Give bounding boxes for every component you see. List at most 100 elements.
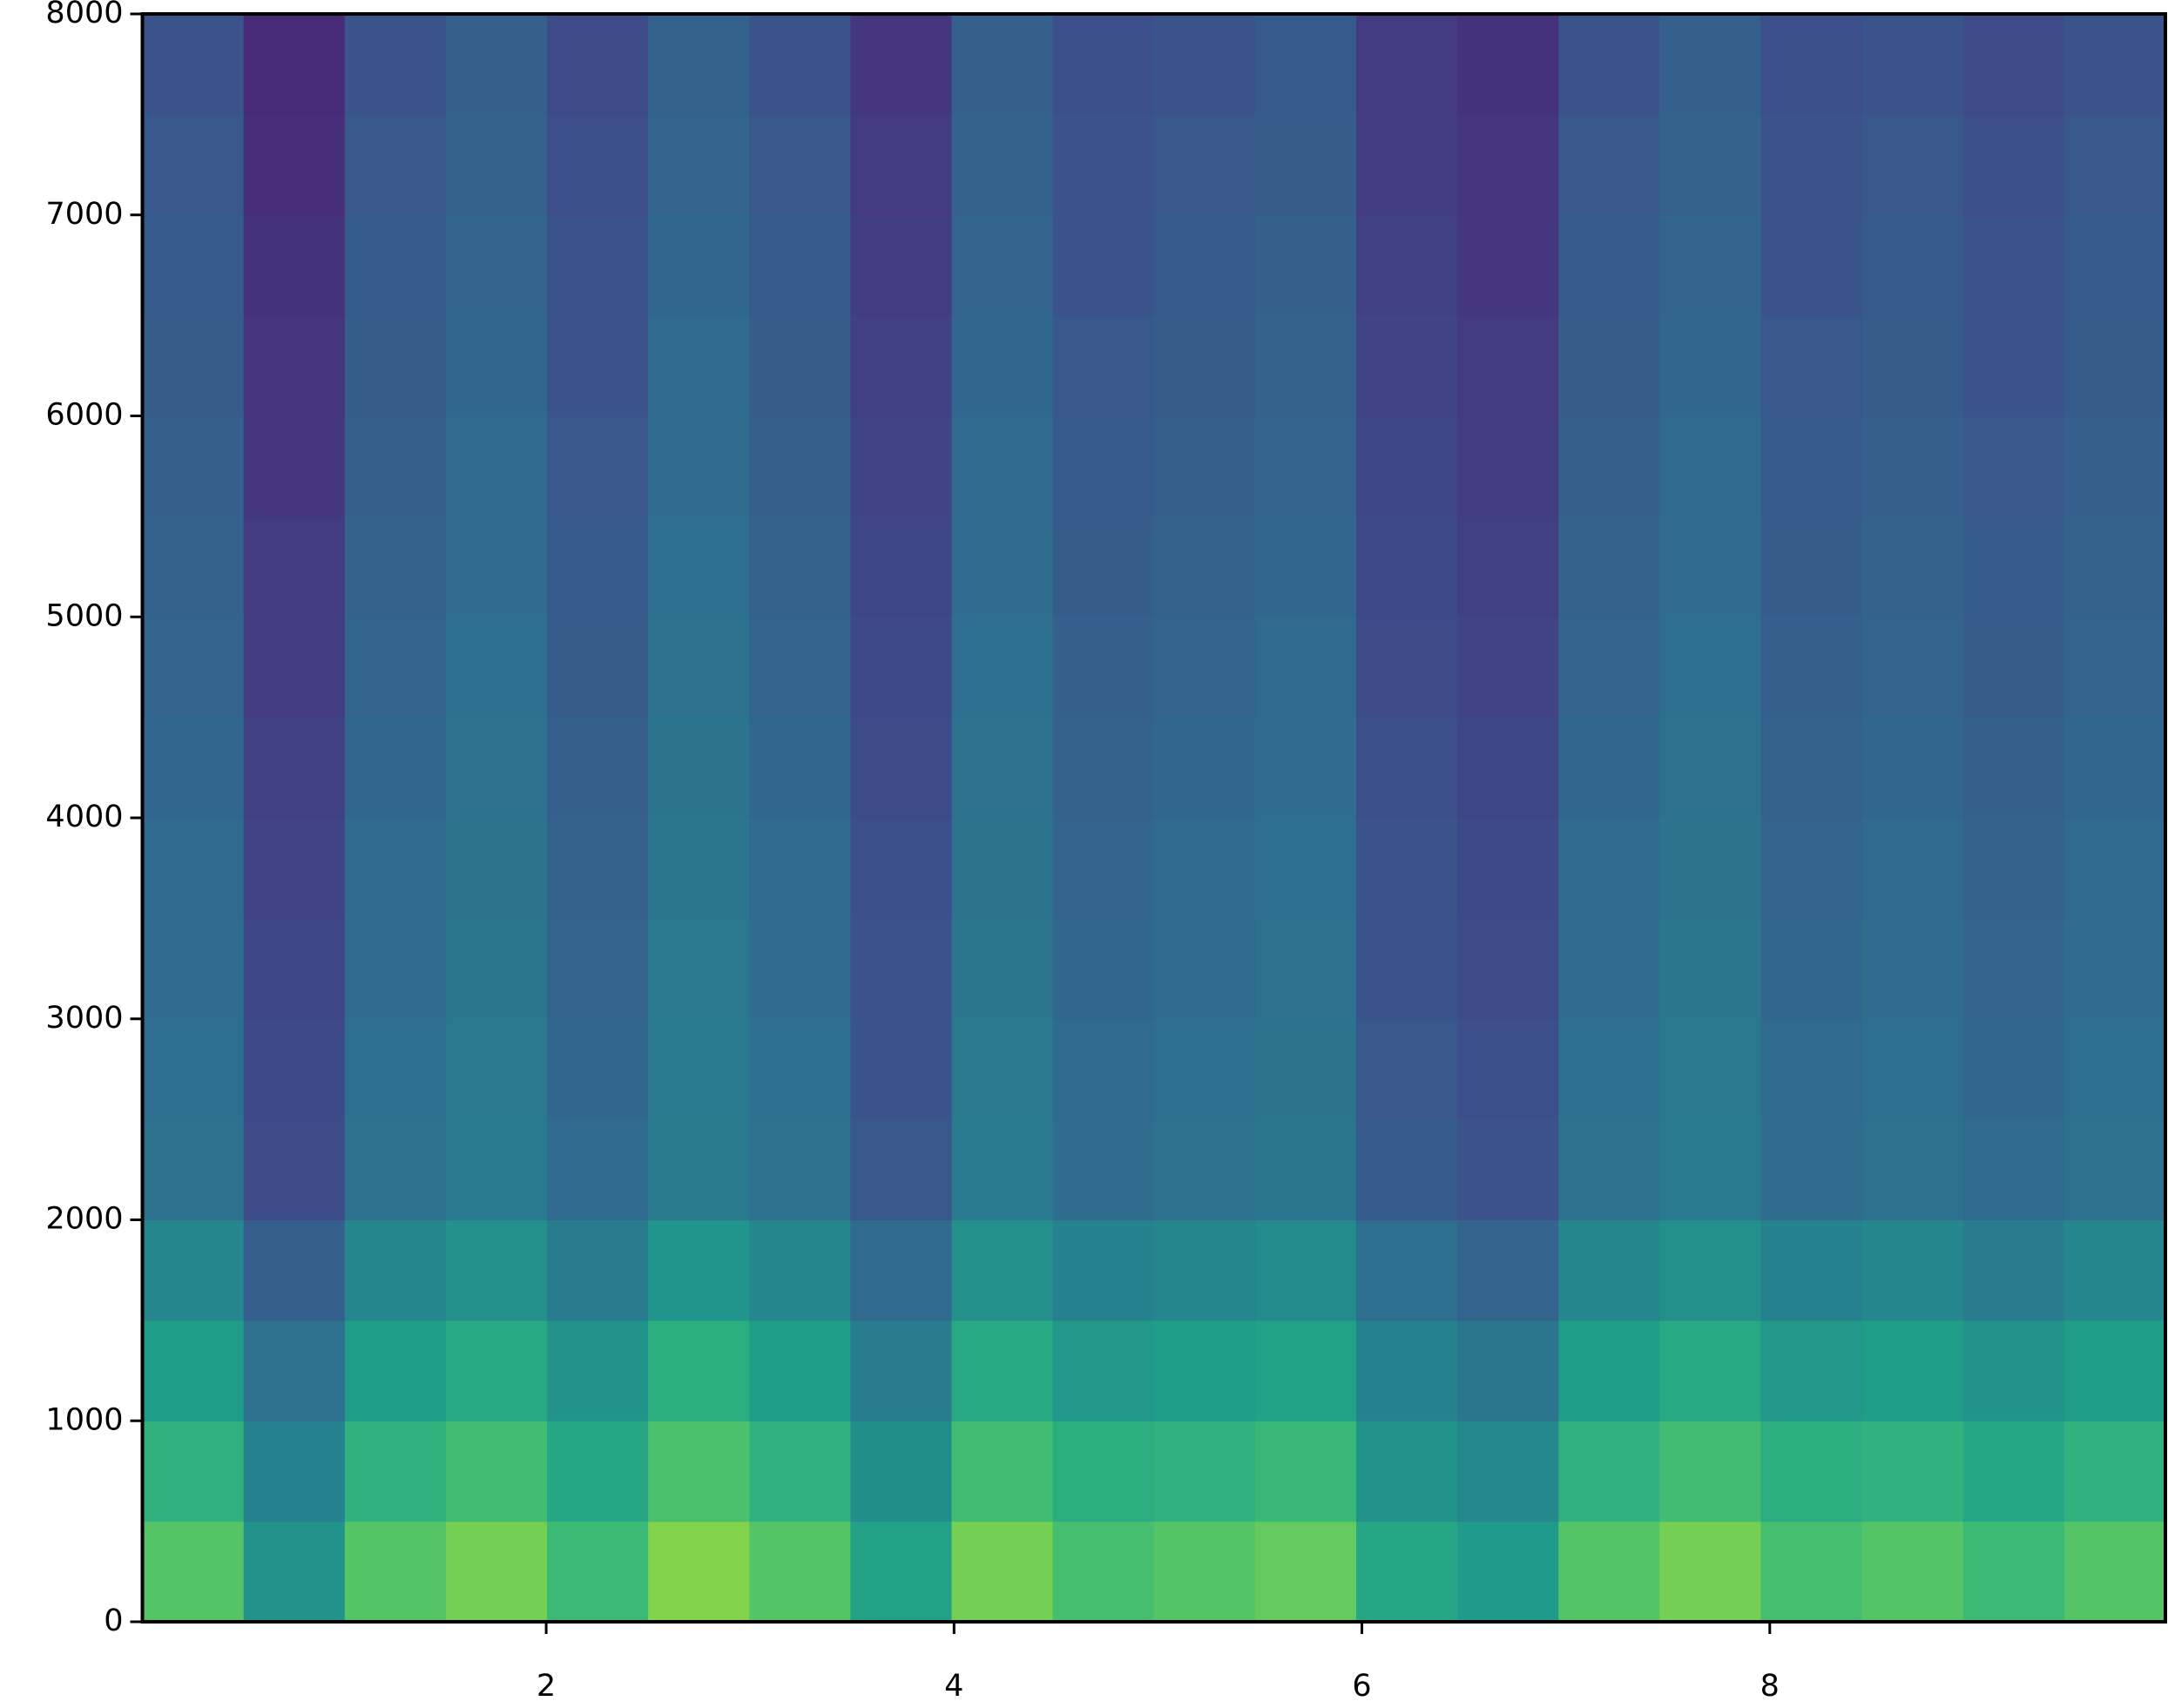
- spectrogram-cell: [547, 415, 649, 517]
- spectrogram-cell: [445, 617, 548, 719]
- spectrogram-cell: [344, 214, 447, 316]
- spectrogram-cell: [850, 1018, 953, 1120]
- spectrogram-cell: [1659, 1521, 1762, 1623]
- spectrogram-cell: [243, 14, 346, 115]
- spectrogram-cell: [1962, 214, 2065, 316]
- spectrogram-cell: [951, 114, 1054, 216]
- spectrogram-cell: [142, 1320, 245, 1421]
- spectrogram-cell: [445, 717, 548, 819]
- spectrogram-cell: [749, 1018, 851, 1120]
- spectrogram-cell: [1052, 415, 1155, 517]
- spectrogram-cell: [1962, 918, 2065, 1020]
- spectrogram-cell: [1558, 14, 1660, 115]
- spectrogram-cell: [1254, 1521, 1357, 1623]
- spectrogram-cell: [749, 516, 851, 618]
- spectrogram-cell: [749, 818, 851, 919]
- spectrogram-cell: [1254, 918, 1357, 1020]
- spectrogram-cell: [1356, 1119, 1458, 1221]
- spectrogram-cell: [1254, 1119, 1357, 1221]
- spectrogram-cell: [1659, 114, 1762, 216]
- spectrogram-cell: [547, 315, 649, 417]
- spectrogram-cell: [1558, 315, 1660, 417]
- spectrogram-cell: [1861, 14, 1964, 115]
- spectrogram-cell: [547, 617, 649, 719]
- spectrogram-cell: [2063, 918, 2166, 1020]
- spectrogram-cell: [2063, 717, 2166, 819]
- spectrogram-cell: [1457, 14, 1559, 115]
- spectrogram-cell: [2063, 214, 2166, 316]
- spectrogram-cell: [1962, 14, 2065, 115]
- spectrogram-cell: [2063, 818, 2166, 919]
- spectrogram-cell: [547, 14, 649, 115]
- spectrogram-cell: [648, 918, 750, 1020]
- spectrogram-cell: [142, 1219, 245, 1321]
- spectrogram-cell: [1861, 415, 1964, 517]
- spectrogram-cell: [445, 415, 548, 517]
- spectrogram-cell: [1760, 617, 1863, 719]
- spectrogram-cell: [1861, 1320, 1964, 1421]
- spectrogram-cell: [1861, 1018, 1964, 1120]
- spectrogram-cell: [1659, 717, 1762, 819]
- spectrogram-cell: [648, 1521, 750, 1623]
- spectrogram-cell: [1457, 818, 1559, 919]
- spectrogram-cell: [2063, 1421, 2166, 1522]
- spectrogram-cell: [951, 617, 1054, 719]
- spectrogram-cell: [344, 14, 447, 115]
- spectrogram-cell: [1962, 1018, 2065, 1120]
- spectrogram-cell: [1659, 516, 1762, 618]
- spectrogram-cell: [1861, 1521, 1964, 1623]
- spectrogram-cell: [1254, 516, 1357, 618]
- spectrogram-cell: [243, 114, 346, 216]
- spectrogram-cell: [445, 214, 548, 316]
- spectrogram-cell: [850, 1421, 953, 1522]
- spectrogram-cell: [243, 1421, 346, 1522]
- spectrogram-cell: [142, 918, 245, 1020]
- spectrogram-cell: [1052, 516, 1155, 618]
- spectrogram-cell: [749, 315, 851, 417]
- spectrogram-cell: [1052, 717, 1155, 819]
- spectrogram-cell: [142, 516, 245, 618]
- spectrogram-cell: [2063, 1320, 2166, 1421]
- spectrogram-cell: [142, 1421, 245, 1522]
- spectrogram-cell: [1153, 516, 1256, 618]
- spectrogram-cell: [648, 717, 750, 819]
- spectrogram-cell: [648, 14, 750, 115]
- spectrogram-cell: [1254, 1320, 1357, 1421]
- spectrogram-cell: [951, 1320, 1054, 1421]
- spectrogram-cell: [344, 1119, 447, 1221]
- spectrogram-cell: [1962, 315, 2065, 417]
- spectrogram-cell: [1457, 1018, 1559, 1120]
- spectrogram-cell: [1052, 114, 1155, 216]
- spectrogram-cell: [1153, 14, 1256, 115]
- spectrogram-cell: [1254, 214, 1357, 316]
- spectrogram-cell: [243, 617, 346, 719]
- spectrogram-cell: [648, 818, 750, 919]
- spectrogram-cell: [2063, 415, 2166, 517]
- spectrogram-cell: [2063, 1521, 2166, 1623]
- spectrogram-cell: [547, 918, 649, 1020]
- spectrogram-cell: [1254, 818, 1357, 919]
- spectrogram-cell: [1457, 516, 1559, 618]
- spectrogram-cell: [1659, 315, 1762, 417]
- spectrogram-cell: [445, 1219, 548, 1321]
- spectrogram-cell: [445, 1521, 548, 1623]
- spectrogram-cell: [1254, 1018, 1357, 1120]
- y-tick-label: 3000: [45, 1001, 123, 1036]
- spectrogram-cell: [344, 1521, 447, 1623]
- spectrogram-cell: [1052, 1421, 1155, 1522]
- spectrogram-cell: [1153, 717, 1256, 819]
- spectrogram-cell: [749, 415, 851, 517]
- spectrogram-cell: [1052, 315, 1155, 417]
- spectrogram-cell: [1659, 1018, 1762, 1120]
- spectrogram-cell: [1356, 1521, 1458, 1623]
- spectrogram-cell: [547, 114, 649, 216]
- spectrogram-cell: [547, 1018, 649, 1120]
- spectrogram-cell: [850, 114, 953, 216]
- spectrogram-cell: [1052, 1219, 1155, 1321]
- spectrogram-cell: [1558, 214, 1660, 316]
- spectrogram-cell: [142, 214, 245, 316]
- spectrogram-cell: [850, 1521, 953, 1623]
- spectrogram-cell: [1659, 1219, 1762, 1321]
- spectrogram-cell: [648, 1219, 750, 1321]
- spectrogram-cell: [547, 818, 649, 919]
